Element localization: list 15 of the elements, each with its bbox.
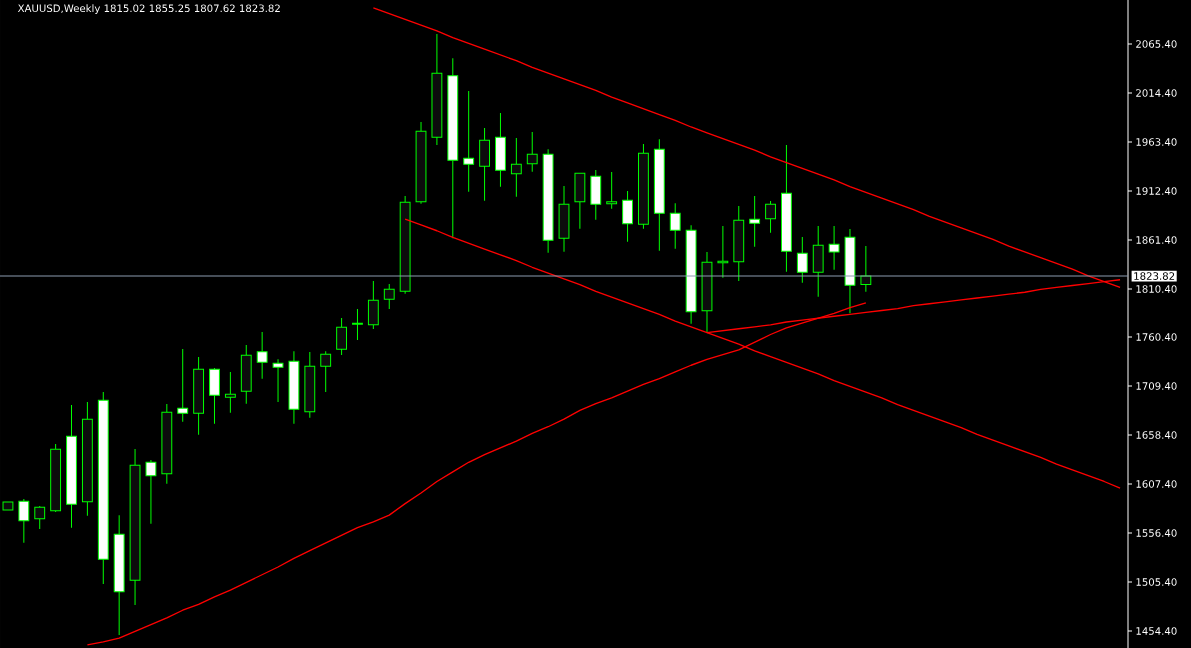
y-tick-label: 1912.40 [1136, 187, 1177, 195]
y-tick-label: 1810.40 [1136, 285, 1177, 293]
y-tick-label: 1760.40 [1136, 333, 1177, 341]
y-tick-label: 1607.40 [1136, 480, 1177, 488]
chart-title: XAUUSD,Weekly 1815.02 1855.25 1807.62 1823.82 [17, 4, 280, 15]
y-tick-label: 1963.40 [1136, 138, 1177, 146]
y-tick-label: 1556.40 [1136, 529, 1177, 537]
y-tick-label: 1861.40 [1136, 236, 1177, 244]
y-tick-label: 1454.40 [1136, 627, 1177, 635]
y-tick-label: 1709.40 [1136, 382, 1177, 390]
y-tick-label: 2065.40 [1136, 40, 1177, 48]
y-tick-label: 1658.40 [1136, 431, 1177, 439]
ref-line-label: 1823.82 [1134, 272, 1175, 280]
y-tick-label: 1505.40 [1136, 578, 1177, 586]
y-tick-label: 2014.40 [1136, 89, 1177, 97]
